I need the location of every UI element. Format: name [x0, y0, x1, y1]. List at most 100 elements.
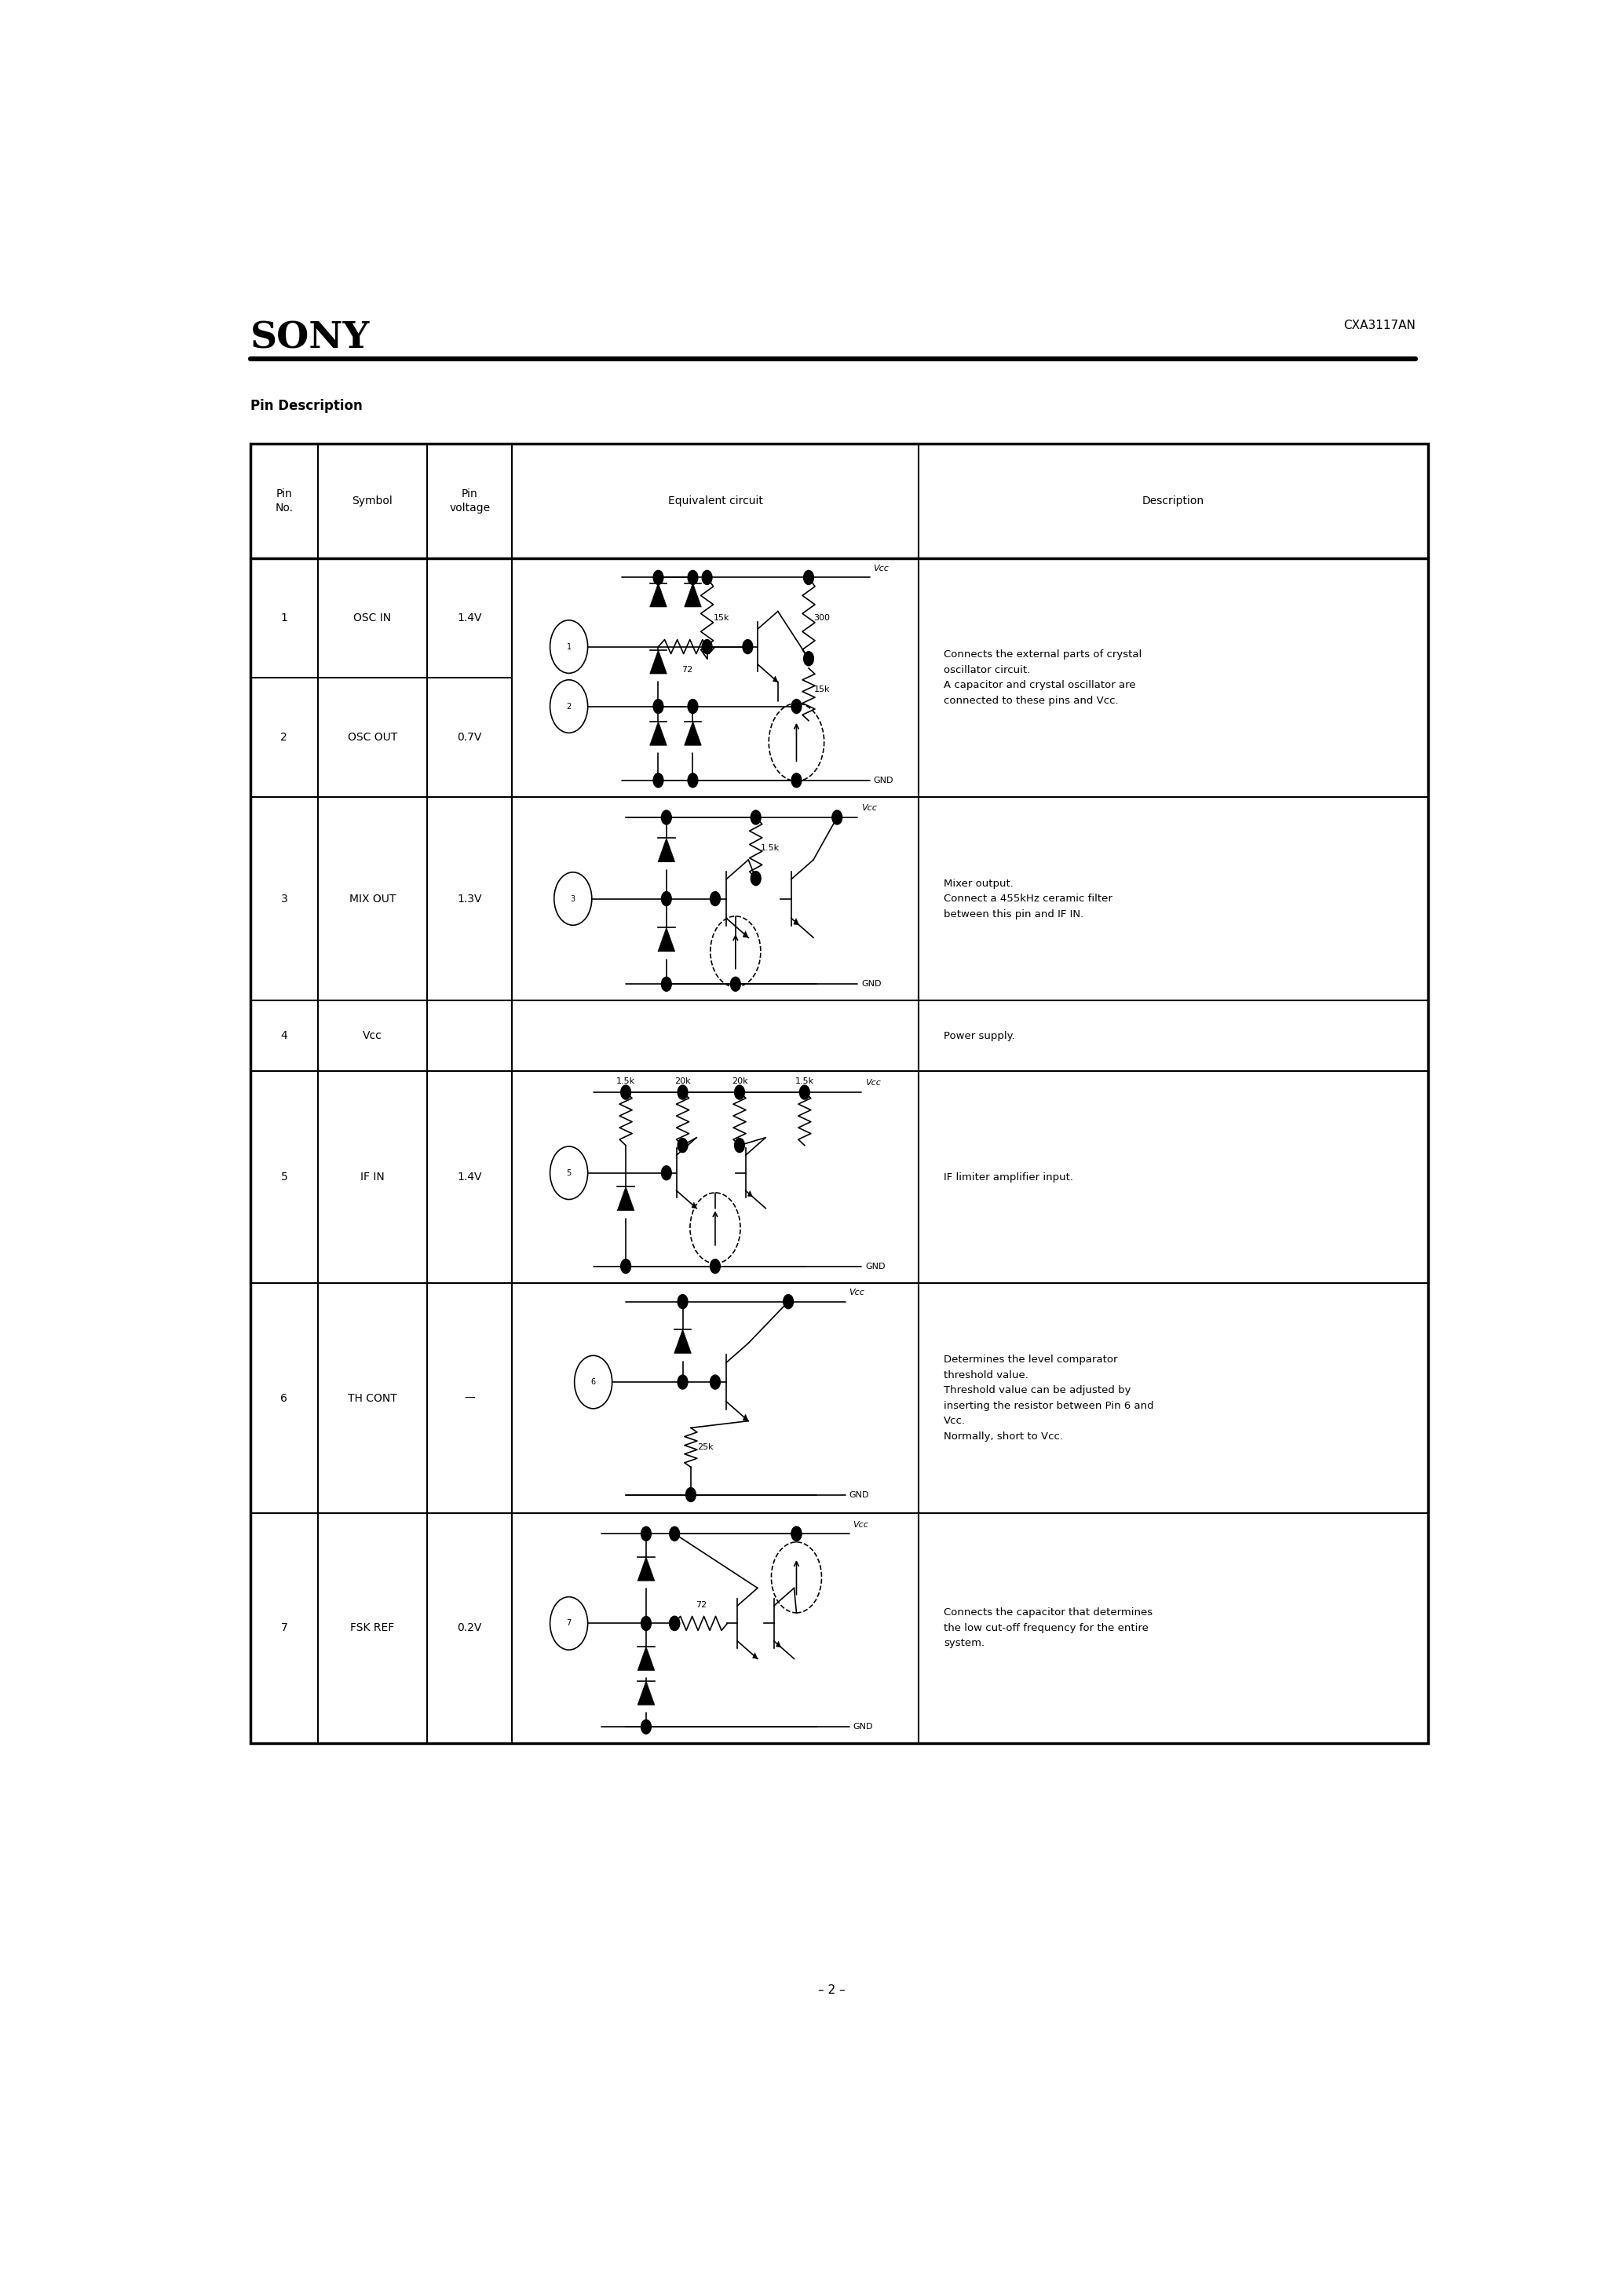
Text: Vcc: Vcc — [865, 1079, 881, 1086]
Polygon shape — [618, 1187, 634, 1210]
Text: 20k: 20k — [732, 1077, 748, 1086]
Text: Description: Description — [1142, 496, 1205, 507]
Text: GND: GND — [873, 776, 894, 785]
Polygon shape — [684, 721, 701, 746]
Text: 20k: 20k — [675, 1077, 691, 1086]
Circle shape — [641, 1527, 650, 1541]
Polygon shape — [659, 928, 675, 951]
Text: Pin
voltage: Pin voltage — [449, 489, 490, 514]
Circle shape — [654, 569, 663, 585]
Circle shape — [702, 569, 712, 585]
Polygon shape — [684, 583, 701, 606]
Text: Mixer output.
Connect a 455kHz ceramic filter
between this pin and IF IN.: Mixer output. Connect a 455kHz ceramic f… — [944, 879, 1113, 918]
Polygon shape — [691, 1203, 696, 1208]
Circle shape — [743, 641, 753, 654]
Polygon shape — [753, 1653, 757, 1658]
Circle shape — [735, 1139, 744, 1153]
Text: Vcc: Vcc — [853, 1520, 869, 1529]
Text: 2: 2 — [566, 703, 571, 709]
Text: Vcc: Vcc — [861, 804, 878, 813]
Text: GND: GND — [861, 980, 881, 987]
Circle shape — [654, 700, 663, 714]
Circle shape — [710, 1375, 720, 1389]
Text: 1.5k: 1.5k — [616, 1077, 636, 1086]
Text: OSC IN: OSC IN — [354, 613, 391, 625]
Circle shape — [678, 1086, 688, 1100]
Circle shape — [803, 652, 814, 666]
Circle shape — [662, 1166, 672, 1180]
Polygon shape — [637, 1646, 655, 1671]
Text: 15k: 15k — [714, 613, 730, 622]
Text: – 2 –: – 2 – — [817, 1984, 845, 1995]
Text: 7: 7 — [281, 1623, 287, 1632]
Circle shape — [800, 1086, 809, 1100]
Circle shape — [688, 774, 697, 788]
Circle shape — [710, 891, 720, 907]
Text: IF limiter amplifier input.: IF limiter amplifier input. — [944, 1171, 1074, 1182]
Circle shape — [670, 1527, 680, 1541]
Text: 1.5k: 1.5k — [761, 845, 780, 852]
Text: Vcc: Vcc — [873, 565, 889, 572]
Circle shape — [792, 774, 801, 788]
Polygon shape — [743, 1414, 748, 1421]
Circle shape — [670, 1616, 680, 1630]
Circle shape — [550, 680, 587, 732]
Circle shape — [662, 891, 672, 907]
Polygon shape — [675, 1329, 691, 1352]
Text: 3: 3 — [571, 895, 576, 902]
Circle shape — [550, 1146, 587, 1199]
Polygon shape — [650, 650, 667, 673]
Circle shape — [621, 1086, 631, 1100]
Text: 72: 72 — [681, 666, 693, 675]
Text: 3: 3 — [281, 893, 287, 905]
Text: 5: 5 — [281, 1171, 287, 1182]
Text: 6: 6 — [281, 1394, 287, 1403]
Text: 1.3V: 1.3V — [457, 893, 482, 905]
Polygon shape — [659, 838, 675, 861]
Circle shape — [678, 1295, 688, 1309]
Text: 1.4V: 1.4V — [457, 1171, 482, 1182]
Circle shape — [783, 1295, 793, 1309]
Text: SONY: SONY — [250, 319, 370, 356]
Text: 1: 1 — [281, 613, 287, 625]
Text: Connects the capacitor that determines
the low cut-off frequency for the entire
: Connects the capacitor that determines t… — [944, 1607, 1153, 1649]
Circle shape — [550, 620, 587, 673]
Circle shape — [550, 1596, 587, 1651]
Circle shape — [832, 810, 842, 824]
Circle shape — [792, 1527, 801, 1541]
Circle shape — [670, 1616, 680, 1630]
Text: GND: GND — [848, 1490, 869, 1499]
Text: Pin Description: Pin Description — [250, 400, 363, 413]
Text: OSC OUT: OSC OUT — [347, 732, 397, 744]
Text: 1.4V: 1.4V — [457, 613, 482, 625]
Text: 1: 1 — [566, 643, 571, 650]
Text: GND: GND — [865, 1263, 886, 1270]
Text: —: — — [464, 1394, 475, 1403]
Circle shape — [686, 1488, 696, 1502]
Polygon shape — [650, 583, 667, 606]
Circle shape — [710, 1258, 720, 1274]
Text: 15k: 15k — [814, 687, 830, 693]
Text: IF IN: IF IN — [360, 1171, 384, 1182]
Circle shape — [621, 1258, 631, 1274]
Text: 72: 72 — [696, 1600, 707, 1609]
Text: Determines the level comparator
threshold value.
Threshold value can be adjusted: Determines the level comparator threshol… — [944, 1355, 1153, 1442]
Bar — [250, 443, 1429, 1743]
Circle shape — [574, 1355, 611, 1407]
Circle shape — [730, 978, 741, 992]
Circle shape — [654, 774, 663, 788]
Circle shape — [555, 872, 592, 925]
Text: FSK REF: FSK REF — [350, 1623, 394, 1632]
Circle shape — [792, 700, 801, 714]
Text: 5: 5 — [566, 1169, 571, 1178]
Polygon shape — [650, 721, 667, 746]
Text: Equivalent circuit: Equivalent circuit — [668, 496, 762, 507]
Circle shape — [641, 1720, 650, 1733]
Circle shape — [688, 569, 697, 585]
Text: TH CONT: TH CONT — [347, 1394, 397, 1403]
Polygon shape — [775, 1642, 782, 1646]
Circle shape — [641, 1616, 650, 1630]
Text: Connects the external parts of crystal
oscillator circuit.
A capacitor and cryst: Connects the external parts of crystal o… — [944, 650, 1142, 705]
Circle shape — [678, 1375, 688, 1389]
Text: 6: 6 — [590, 1378, 595, 1387]
